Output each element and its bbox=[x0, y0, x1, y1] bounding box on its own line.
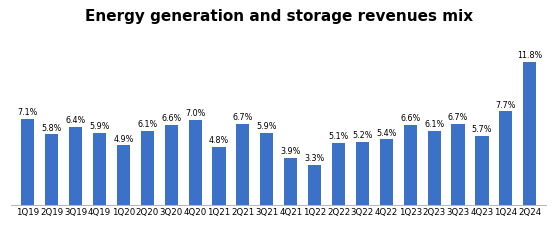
Text: 4.8%: 4.8% bbox=[209, 136, 229, 145]
Bar bbox=[452, 124, 465, 205]
Text: 5.1%: 5.1% bbox=[328, 132, 349, 141]
Bar bbox=[356, 142, 369, 205]
Text: 5.8%: 5.8% bbox=[41, 124, 62, 133]
Text: 4.9%: 4.9% bbox=[113, 134, 134, 144]
Text: 6.6%: 6.6% bbox=[400, 114, 421, 123]
Text: 5.9%: 5.9% bbox=[257, 122, 277, 131]
Bar bbox=[21, 119, 34, 205]
Text: 7.7%: 7.7% bbox=[496, 100, 516, 110]
Text: 6.4%: 6.4% bbox=[66, 116, 86, 125]
Text: 5.9%: 5.9% bbox=[89, 122, 110, 131]
Text: 6.7%: 6.7% bbox=[233, 113, 253, 122]
Title: Energy generation and storage revenues mix: Energy generation and storage revenues m… bbox=[84, 9, 473, 24]
Bar bbox=[308, 165, 321, 205]
Bar bbox=[523, 62, 537, 205]
Text: 6.7%: 6.7% bbox=[448, 113, 468, 122]
Bar bbox=[189, 120, 201, 205]
Bar bbox=[404, 125, 417, 205]
Bar bbox=[213, 147, 226, 205]
Text: 3.9%: 3.9% bbox=[280, 147, 301, 156]
Bar bbox=[332, 143, 345, 205]
Bar bbox=[260, 133, 273, 205]
Text: 5.2%: 5.2% bbox=[352, 131, 373, 140]
Bar bbox=[93, 133, 106, 205]
Text: 7.1%: 7.1% bbox=[18, 108, 38, 117]
Bar bbox=[428, 131, 440, 205]
Bar bbox=[45, 134, 59, 205]
Bar bbox=[164, 125, 178, 205]
Text: 6.1%: 6.1% bbox=[137, 120, 157, 129]
Text: 6.1%: 6.1% bbox=[424, 120, 444, 129]
Bar bbox=[475, 136, 489, 205]
Bar bbox=[69, 127, 82, 205]
Text: 7.0%: 7.0% bbox=[185, 109, 205, 118]
Text: 5.4%: 5.4% bbox=[376, 128, 396, 138]
Bar bbox=[380, 139, 393, 205]
Bar bbox=[284, 158, 298, 205]
Text: 11.8%: 11.8% bbox=[517, 51, 543, 60]
Bar bbox=[236, 124, 250, 205]
Text: 3.3%: 3.3% bbox=[305, 154, 325, 163]
Bar bbox=[499, 111, 512, 205]
Text: 5.7%: 5.7% bbox=[472, 125, 492, 134]
Bar bbox=[141, 131, 154, 205]
Text: 6.6%: 6.6% bbox=[161, 114, 181, 123]
Bar bbox=[117, 145, 130, 205]
